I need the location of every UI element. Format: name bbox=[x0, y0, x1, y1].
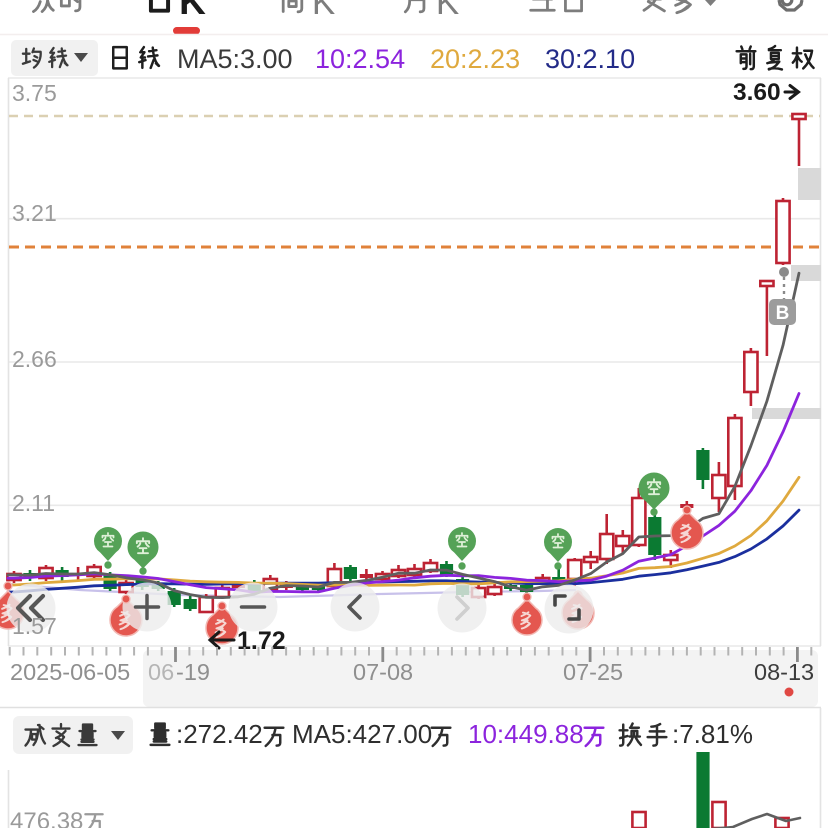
svg-text:3.60: 3.60 bbox=[733, 79, 781, 106]
svg-text:07-08: 07-08 bbox=[353, 659, 413, 685]
svg-text:10:449.88: 10:449.88 bbox=[468, 719, 584, 749]
svg-text::272.42: :272.42 bbox=[176, 719, 263, 749]
svg-text:B: B bbox=[776, 303, 790, 324]
svg-text:K: K bbox=[179, 0, 206, 22]
svg-text:10:2.54: 10:2.54 bbox=[315, 44, 405, 74]
svg-text:MA5:427.00: MA5:427.00 bbox=[292, 719, 432, 749]
svg-text:3.75: 3.75 bbox=[12, 80, 57, 106]
svg-text:20:2.23: 20:2.23 bbox=[430, 44, 520, 74]
svg-text:2.11: 2.11 bbox=[12, 490, 55, 516]
svg-text:2025-06-05: 2025-06-05 bbox=[10, 659, 130, 685]
svg-text:30:2.10: 30:2.10 bbox=[545, 44, 635, 74]
svg-text:-19: -19 bbox=[176, 659, 210, 685]
svg-text:2.66: 2.66 bbox=[12, 346, 57, 372]
svg-text::7.81%: :7.81% bbox=[672, 719, 753, 749]
svg-text:3.21: 3.21 bbox=[12, 200, 57, 226]
svg-text:06: 06 bbox=[148, 659, 174, 685]
svg-text:1.57: 1.57 bbox=[12, 613, 57, 639]
svg-text:08-13: 08-13 bbox=[754, 659, 814, 685]
svg-text:MA5:3.00: MA5:3.00 bbox=[177, 44, 293, 74]
svg-text:K: K bbox=[436, 0, 459, 22]
svg-text:K: K bbox=[312, 0, 335, 22]
svg-text:476.38: 476.38 bbox=[10, 808, 83, 828]
svg-text:07-25: 07-25 bbox=[563, 659, 623, 685]
